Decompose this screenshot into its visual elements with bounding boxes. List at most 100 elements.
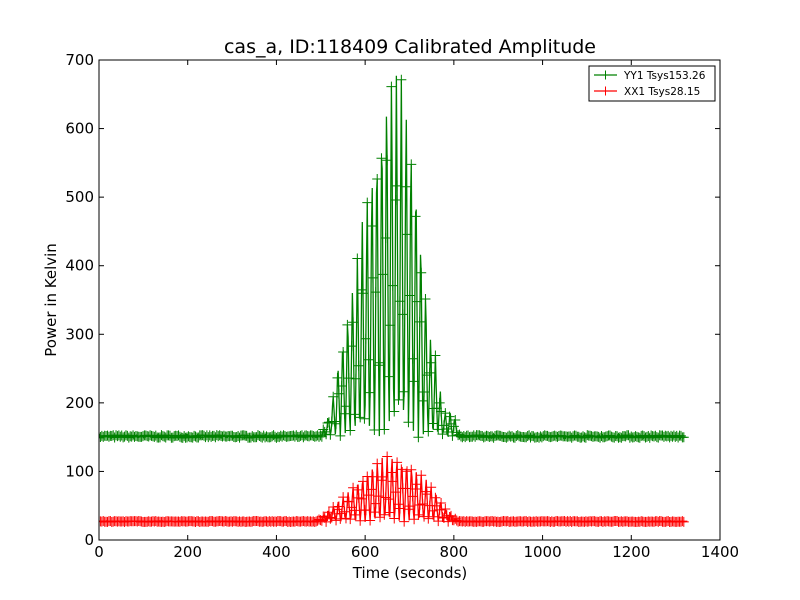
data-point-marker <box>348 317 359 328</box>
data-point-marker <box>416 267 427 278</box>
y-tick-label: 300 <box>65 325 94 343</box>
data-point-marker <box>342 319 353 330</box>
data-point-marker <box>349 505 360 516</box>
data-point-marker <box>430 492 441 503</box>
x-tick-label: 1000 <box>523 543 561 561</box>
legend-marker <box>601 86 610 96</box>
data-point-marker <box>386 467 397 478</box>
data-point-marker <box>417 499 428 510</box>
data-point-marker <box>433 516 444 527</box>
data-point-marker <box>350 373 361 384</box>
data-point-marker <box>355 412 366 423</box>
x-tick-label: 400 <box>262 543 291 561</box>
data-point-marker <box>370 287 381 298</box>
data-point-marker <box>375 512 386 523</box>
data-point-marker <box>356 493 367 504</box>
data-point-marker <box>333 501 344 512</box>
data-point-marker <box>319 426 330 437</box>
y-tick-label: 0 <box>84 531 94 549</box>
data-point-marker <box>349 409 360 420</box>
series-layer <box>99 74 689 527</box>
data-point-marker <box>379 509 390 520</box>
y-axis-label: Power in Kelvin <box>42 243 60 357</box>
data-point-marker <box>331 515 342 526</box>
data-point-marker <box>340 513 351 524</box>
chart-title: cas_a, ID:118409 Calibrated Amplitude <box>224 36 596 58</box>
series-0 <box>99 74 689 443</box>
data-point-marker <box>396 464 407 475</box>
data-point-marker <box>392 457 403 468</box>
data-point-marker <box>383 494 394 505</box>
data-point-marker <box>339 506 350 517</box>
data-point-marker <box>380 233 391 244</box>
data-point-marker <box>325 513 336 524</box>
data-point-marker <box>338 492 349 503</box>
data-point-marker <box>394 296 405 307</box>
data-point-marker <box>389 513 400 524</box>
data-point-marker <box>377 471 388 482</box>
data-point-marker <box>420 486 431 497</box>
y-tick-label: 400 <box>65 257 94 275</box>
data-point-marker <box>333 388 344 399</box>
data-point-marker <box>409 514 420 525</box>
data-point-marker <box>340 401 351 412</box>
x-axis-label: Time (seconds) <box>352 564 468 582</box>
data-point-marker <box>384 507 395 518</box>
y-tick-label: 600 <box>65 120 94 138</box>
data-point-marker <box>350 509 361 520</box>
data-point-marker <box>345 514 356 525</box>
data-point-marker <box>366 484 377 495</box>
data-point-marker <box>318 511 329 522</box>
data-point-marker <box>343 496 354 507</box>
data-point-marker <box>404 501 415 512</box>
data-point-marker <box>406 464 417 475</box>
x-tick-label: 1400 <box>701 543 739 561</box>
data-point-marker <box>437 429 448 440</box>
data-point-marker <box>345 425 356 436</box>
data-point-marker <box>366 221 377 232</box>
data-point-marker <box>428 511 439 522</box>
data-point-marker <box>423 426 434 437</box>
data-point-marker <box>328 391 339 402</box>
data-point-marker <box>328 502 339 513</box>
data-point-marker <box>424 367 435 378</box>
data-point-marker <box>400 181 411 192</box>
data-point-marker <box>406 159 417 170</box>
x-tick-label: 800 <box>440 543 469 561</box>
y-tick-label: 700 <box>65 51 94 69</box>
data-point-marker <box>436 406 447 417</box>
series-1 <box>99 451 689 527</box>
data-point-marker <box>399 516 410 527</box>
data-point-marker <box>678 432 689 443</box>
data-point-marker <box>386 81 397 92</box>
data-point-marker <box>434 504 445 515</box>
data-point-marker <box>426 482 437 493</box>
data-point-marker <box>383 371 394 382</box>
data-point-marker <box>399 386 410 397</box>
data-point-marker <box>393 394 404 405</box>
ticks-layer: 0 200 400 600 800 1000 1200 1400 0 100 200 300 400 50… <box>65 51 739 561</box>
data-point-marker <box>363 354 374 365</box>
data-point-marker <box>387 476 398 487</box>
data-point-marker <box>403 417 414 428</box>
data-point-marker <box>419 387 430 398</box>
data-point-marker <box>373 360 384 371</box>
data-point-marker <box>363 490 374 501</box>
data-point-marker <box>376 153 387 164</box>
data-point-marker <box>389 406 400 417</box>
data-point-marker <box>433 424 444 435</box>
data-point-marker <box>414 316 425 327</box>
data-point-marker <box>331 418 342 429</box>
legend-label: XX1 Tsys28.15 <box>624 86 700 98</box>
data-point-marker <box>421 489 432 500</box>
data-point-marker <box>365 387 376 398</box>
data-point-marker <box>329 416 340 427</box>
legend: YY1 Tsys153.26 XX1 Tsys28.15 <box>588 65 716 102</box>
data-point-marker <box>352 484 363 495</box>
data-point-marker <box>358 288 369 299</box>
data-point-marker <box>430 350 441 361</box>
data-point-marker <box>353 360 364 371</box>
data-point-marker <box>338 346 349 357</box>
data-point-marker <box>404 290 415 301</box>
